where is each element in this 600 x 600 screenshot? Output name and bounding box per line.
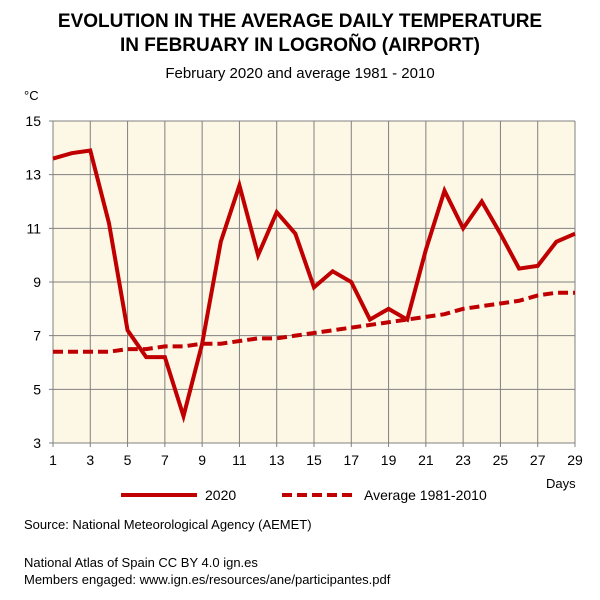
license-text: National Atlas of Spain CC BY 4.0 ign.es bbox=[24, 555, 258, 570]
x-tick-label: 11 bbox=[232, 452, 247, 468]
members-text: Members engaged: www.ign.es/resources/an… bbox=[24, 572, 391, 587]
y-tick-label: 9 bbox=[33, 274, 41, 290]
y-tick-label: 3 bbox=[33, 435, 41, 451]
y-axis-label: °C bbox=[24, 88, 39, 103]
x-tick-label: 29 bbox=[567, 452, 583, 468]
x-tick-label: 1 bbox=[49, 452, 57, 468]
y-tick-label: 15 bbox=[25, 113, 41, 129]
legend-label: 2020 bbox=[205, 487, 236, 503]
y-tick-label: 5 bbox=[33, 381, 41, 397]
x-tick-label: 9 bbox=[198, 452, 206, 468]
y-tick-label: 7 bbox=[33, 328, 41, 344]
chart-subtitle: February 2020 and average 1981 - 2010 bbox=[165, 65, 435, 82]
x-tick-label: 7 bbox=[161, 452, 169, 468]
y-tick-label: 11 bbox=[26, 220, 41, 236]
chart-title-line-2: IN FEBRUARY IN LOGROÑO (AIRPORT) bbox=[120, 35, 480, 56]
x-tick-label: 5 bbox=[124, 452, 132, 468]
x-tick-label: 3 bbox=[86, 452, 94, 468]
x-tick-label: 17 bbox=[343, 452, 359, 468]
x-tick-label: 23 bbox=[455, 452, 471, 468]
legend-label: Average 1981-2010 bbox=[364, 487, 487, 503]
x-tick-label: 15 bbox=[306, 452, 322, 468]
chart-title-line-1: EVOLUTION IN THE AVERAGE DAILY TEMPERATU… bbox=[57, 11, 543, 32]
source-text: Source: National Meteorological Agency (… bbox=[24, 517, 312, 532]
x-tick-label: 13 bbox=[269, 452, 285, 468]
x-tick-label: 21 bbox=[418, 452, 434, 468]
x-tick-label: 19 bbox=[381, 452, 397, 468]
y-tick-label: 13 bbox=[25, 167, 41, 183]
x-axis-label: Days bbox=[546, 476, 576, 491]
x-tick-label: 27 bbox=[530, 452, 546, 468]
x-tick-label: 25 bbox=[493, 452, 509, 468]
